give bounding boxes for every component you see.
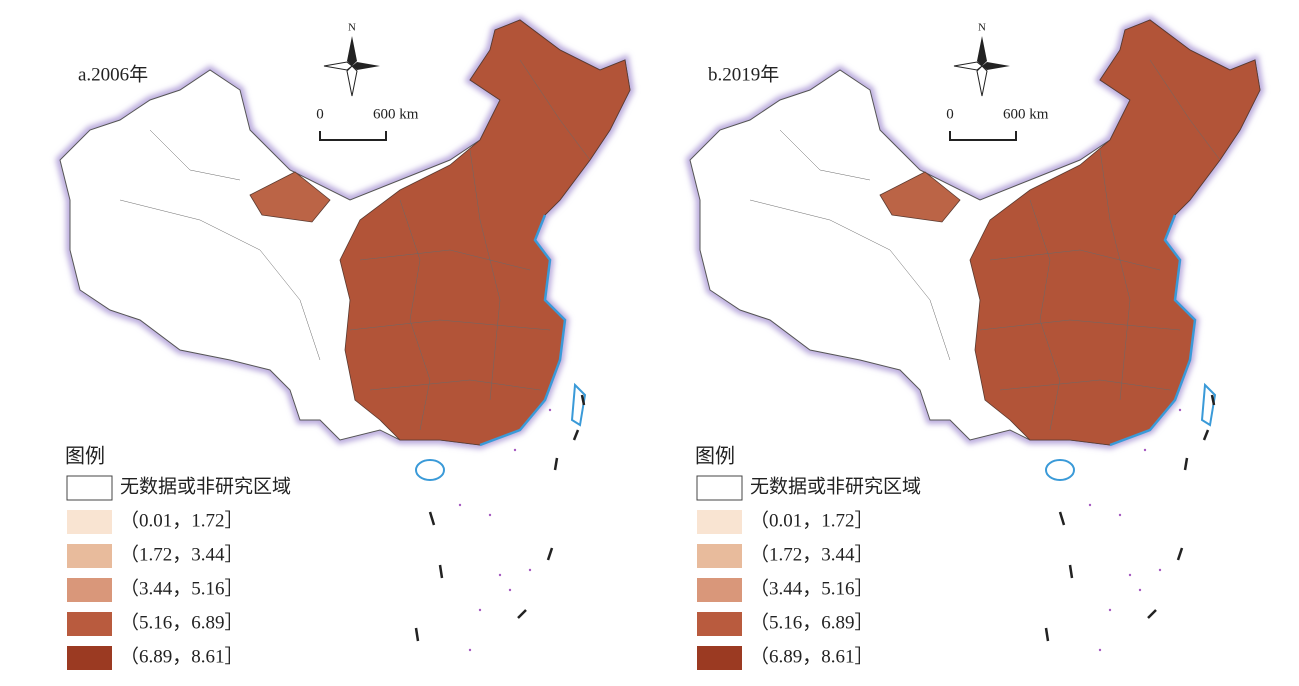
legend-swatch	[67, 510, 112, 534]
north-arrow	[323, 35, 381, 97]
legend-swatch	[697, 612, 742, 636]
north-label: N	[978, 22, 986, 34]
legend-label: （0.01，1.72］	[750, 509, 874, 531]
legend-swatch	[66, 475, 113, 501]
legend-swatch	[697, 578, 742, 602]
legend-label: （5.16，6.89］	[120, 611, 244, 633]
legend-label: （3.44，5.16］	[750, 577, 874, 599]
panel-title: b.2019年	[708, 63, 779, 85]
legend-title: 图例	[65, 445, 105, 468]
legend-swatch	[67, 544, 112, 568]
scale-end: 600 km	[373, 106, 419, 122]
legend-swatch	[67, 646, 112, 670]
legend-label: （1.72，3.44］	[120, 543, 244, 565]
scale-end: 600 km	[1003, 106, 1049, 122]
legend-label: 无数据或非研究区域	[120, 475, 291, 497]
scale-start: 0	[946, 106, 954, 122]
scale-start: 0	[316, 106, 324, 122]
legend-title: 图例	[695, 445, 735, 468]
scale-bar	[319, 131, 387, 141]
legend-swatch	[67, 578, 112, 602]
legend-swatch	[67, 612, 112, 636]
north-label: N	[348, 22, 356, 34]
legend-label: （3.44，5.16］	[120, 577, 244, 599]
legend-label: （0.01，1.72］	[120, 509, 244, 531]
legend-swatch	[697, 544, 742, 568]
panel-title: a.2006年	[78, 63, 148, 85]
north-arrow	[953, 35, 1011, 97]
legend-swatch	[697, 510, 742, 534]
legend-label: （6.89，8.61］	[750, 645, 874, 667]
scale-bar	[949, 131, 1017, 141]
legend-swatch	[697, 646, 742, 670]
legend-label: 无数据或非研究区域	[750, 475, 921, 497]
legend-label: （1.72，3.44］	[750, 543, 874, 565]
legend-label: （5.16，6.89］	[750, 611, 874, 633]
legend-label: （6.89，8.61］	[120, 645, 244, 667]
legend-swatch	[696, 475, 743, 501]
